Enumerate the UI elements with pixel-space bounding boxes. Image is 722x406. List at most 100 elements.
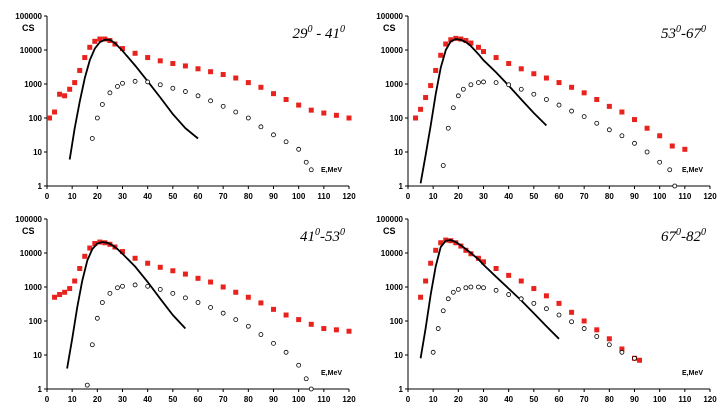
series-line (419, 38, 548, 184)
y-tick-label: 100000 (376, 12, 403, 21)
data-point-red (418, 294, 424, 300)
data-point-open (445, 296, 451, 302)
x-tick-label: 0 (45, 395, 50, 404)
data-point-open (170, 290, 176, 296)
data-point-red (57, 91, 63, 97)
data-point-open (170, 85, 176, 91)
x-tick-label: 30 (479, 192, 488, 201)
data-point-open (440, 163, 446, 168)
data-point-red (120, 46, 125, 52)
y-tick-label: 10000 (20, 249, 43, 258)
x-tick-label: 90 (269, 395, 278, 404)
data-point-red (271, 91, 276, 97)
data-point-red (556, 300, 562, 306)
data-point-open (157, 286, 163, 292)
data-point-open (308, 167, 314, 173)
data-point-red (569, 309, 575, 315)
data-point-open (569, 108, 574, 114)
y-tick-label: 10 (33, 351, 42, 360)
x-tick-label: 90 (630, 192, 639, 201)
data-point-red (258, 300, 264, 306)
data-point-red (418, 106, 424, 112)
data-point-red (195, 66, 201, 72)
data-point-red (132, 50, 138, 56)
data-point-red (531, 71, 537, 77)
data-point-red (632, 117, 637, 123)
data-point-red (182, 63, 188, 69)
x-tick-label: 120 (703, 395, 717, 404)
x-tick-label: 110 (678, 395, 691, 404)
data-point-open (544, 97, 549, 102)
x-tick-label: 90 (269, 192, 278, 201)
data-point-open (632, 140, 637, 146)
data-point-open (657, 159, 663, 165)
data-point-red (97, 36, 103, 42)
data-point-open (233, 317, 239, 322)
data-point-open (644, 149, 650, 155)
data-point-red (619, 109, 625, 115)
data-point-open (303, 159, 309, 165)
y-tick-label: 10 (33, 148, 42, 157)
y-tick-label: 100000 (15, 12, 42, 21)
data-point-red (220, 72, 226, 78)
data-point-open (271, 132, 276, 138)
data-point-red (245, 80, 251, 86)
panel-title: 670-820 (661, 227, 706, 245)
data-point-red (87, 245, 93, 251)
data-point-open (283, 349, 289, 355)
data-point-open (481, 285, 486, 291)
y-tick-label: 1000 (24, 80, 42, 89)
x-tick-label: 10 (429, 192, 438, 201)
x-tick-label: 30 (118, 192, 127, 201)
chart-panel-bottom-right: 1 10 100 1000 10000 100000 0 10 20 30 40 50 60 70 80 90… (361, 203, 722, 406)
data-point-red (157, 264, 163, 270)
y-tick-label: 1 (38, 182, 43, 191)
data-point-red (569, 84, 575, 90)
data-point-red (92, 241, 98, 247)
data-point-red (283, 312, 289, 318)
x-tick-label: 120 (703, 192, 717, 201)
data-point-open (120, 80, 125, 86)
data-point-red (543, 293, 549, 299)
x-axis-label: E,MeV (682, 370, 703, 377)
y-axis-label: CS (383, 226, 396, 236)
data-point-open (476, 80, 481, 85)
x-tick-label: 30 (118, 395, 127, 404)
x-tick-label: 110 (317, 395, 330, 404)
data-point-open (195, 93, 201, 99)
data-point-red (346, 115, 352, 121)
x-tick-label: 10 (429, 395, 438, 404)
data-point-open (258, 332, 264, 337)
data-point-open (518, 296, 524, 302)
data-point-red (220, 284, 226, 290)
series-line (66, 241, 187, 369)
series-line (419, 239, 560, 359)
x-tick-label: 20 (454, 192, 463, 201)
data-point-open (107, 90, 113, 96)
data-point-open (430, 349, 436, 355)
data-point-open (556, 102, 562, 108)
data-point-red (92, 38, 98, 44)
x-tick-label: 60 (555, 192, 564, 201)
data-point-open (132, 282, 138, 288)
data-point-open (556, 312, 562, 318)
data-point-red (283, 97, 289, 103)
data-point-red (52, 109, 58, 115)
y-tick-label: 100000 (376, 215, 403, 224)
data-point-red (448, 37, 454, 43)
data-point-open (460, 86, 466, 92)
x-tick-label: 60 (555, 395, 564, 404)
data-point-open (145, 283, 151, 289)
data-point-red (157, 58, 163, 64)
x-tick-label: 30 (479, 395, 488, 404)
data-point-red (271, 306, 276, 312)
data-point-open (84, 382, 90, 388)
y-tick-label: 10000 (20, 46, 43, 55)
data-point-open (245, 323, 251, 329)
data-point-red (619, 346, 625, 352)
x-tick-label: 20 (454, 395, 463, 404)
data-point-red (333, 112, 339, 118)
data-point-red (120, 249, 125, 255)
data-point-open (99, 300, 105, 305)
